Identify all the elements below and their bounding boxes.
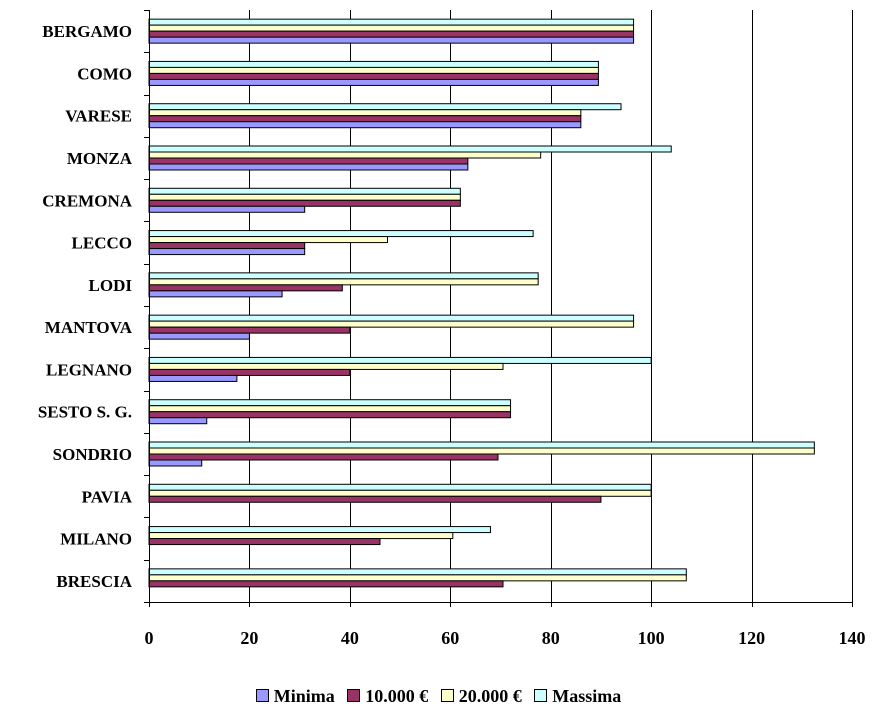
category-label: SONDRIO bbox=[53, 445, 132, 464]
bar bbox=[148, 18, 635, 26]
legend: Minima 10.000 € 20.000 € Massima bbox=[0, 686, 877, 707]
bar bbox=[148, 447, 815, 455]
bar bbox=[148, 405, 512, 413]
bar bbox=[148, 199, 461, 207]
bar bbox=[148, 103, 622, 111]
bar bbox=[148, 526, 491, 534]
bar bbox=[148, 483, 652, 491]
bar bbox=[148, 157, 469, 165]
x-tick-label: 60 bbox=[441, 628, 459, 648]
x-tick-label: 40 bbox=[341, 628, 359, 648]
axes bbox=[144, 10, 853, 607]
bar bbox=[148, 278, 539, 286]
bars bbox=[148, 18, 815, 588]
gridlines bbox=[249, 10, 853, 602]
bar bbox=[148, 538, 381, 546]
category-label: BRESCIA bbox=[56, 572, 132, 591]
bar bbox=[148, 66, 599, 74]
bar bbox=[148, 399, 512, 407]
bar bbox=[148, 489, 652, 497]
bar bbox=[148, 326, 351, 334]
bar bbox=[148, 320, 635, 328]
category-label: SESTO S. G. bbox=[38, 403, 132, 422]
bar bbox=[148, 574, 687, 582]
bar bbox=[148, 193, 461, 201]
bar bbox=[148, 72, 599, 80]
legend-label-10000: 10.000 € bbox=[365, 686, 429, 706]
bar bbox=[148, 459, 203, 467]
bar bbox=[148, 145, 672, 153]
bar bbox=[148, 236, 389, 244]
legend-swatch-massima bbox=[534, 689, 548, 702]
bar bbox=[148, 374, 238, 382]
bar bbox=[148, 368, 351, 376]
bar bbox=[148, 284, 343, 292]
bar bbox=[148, 187, 461, 195]
bar bbox=[148, 272, 539, 280]
category-label: MONZA bbox=[67, 149, 133, 168]
bar bbox=[148, 290, 283, 298]
bar bbox=[148, 411, 512, 419]
category-label: CREMONA bbox=[42, 191, 132, 210]
category-label: BERGAMO bbox=[42, 22, 132, 41]
legend-swatch-10000 bbox=[347, 689, 361, 702]
legend-label-massima: Massima bbox=[552, 686, 622, 706]
bar bbox=[148, 36, 635, 44]
legend-label-minima: Minima bbox=[273, 686, 335, 706]
bar bbox=[148, 30, 635, 38]
category-label: MILANO bbox=[60, 530, 132, 549]
bar bbox=[148, 568, 687, 576]
legend-item-massima: Massima bbox=[534, 686, 621, 707]
bar bbox=[148, 242, 306, 250]
bar bbox=[148, 332, 250, 340]
bar bbox=[148, 580, 504, 588]
bar bbox=[148, 163, 469, 171]
bar bbox=[148, 151, 542, 159]
category-label: VARESE bbox=[65, 107, 132, 126]
category-label: LODI bbox=[89, 276, 133, 295]
x-tick-label: 100 bbox=[638, 628, 665, 648]
x-tick-label: 20 bbox=[240, 628, 258, 648]
bar bbox=[148, 24, 635, 32]
bar bbox=[148, 453, 499, 461]
bar bbox=[148, 441, 815, 449]
bar bbox=[148, 109, 582, 117]
legend-swatch-minima bbox=[255, 689, 269, 702]
legend-item-20000: 20.000 € bbox=[440, 686, 522, 707]
category-label: MANTOVA bbox=[45, 318, 133, 337]
bar bbox=[148, 417, 208, 425]
bar bbox=[148, 205, 306, 213]
x-tick-label: 140 bbox=[839, 628, 866, 648]
x-tick-label: 0 bbox=[145, 628, 154, 648]
bar bbox=[148, 78, 599, 86]
legend-label-20000: 20.000 € bbox=[458, 686, 522, 706]
x-tick-label: 120 bbox=[738, 628, 765, 648]
bar bbox=[148, 356, 652, 364]
bar bbox=[148, 115, 582, 123]
legend-item-10000: 10.000 € bbox=[347, 686, 428, 707]
bar bbox=[148, 248, 306, 256]
bar bbox=[148, 230, 534, 238]
bar bbox=[148, 532, 454, 540]
tick-labels: 0 20 40 60 80 100 120 140 bbox=[145, 628, 866, 648]
bar bbox=[148, 495, 602, 503]
category-label: LECCO bbox=[72, 234, 132, 253]
bar bbox=[148, 121, 582, 129]
bar bbox=[148, 314, 635, 322]
category-label: LEGNANO bbox=[46, 360, 132, 379]
bar bbox=[148, 60, 599, 68]
category-label: COMO bbox=[77, 64, 132, 83]
bar bbox=[148, 362, 504, 370]
category-label: PAVIA bbox=[82, 487, 133, 506]
legend-swatch-20000 bbox=[440, 689, 454, 702]
legend-item-minima: Minima bbox=[255, 686, 335, 707]
category-labels: BRESCIA MILANO PAVIA SONDRIO SESTO S. G. LEGN… bbox=[38, 22, 133, 591]
x-tick-label: 80 bbox=[542, 628, 560, 648]
